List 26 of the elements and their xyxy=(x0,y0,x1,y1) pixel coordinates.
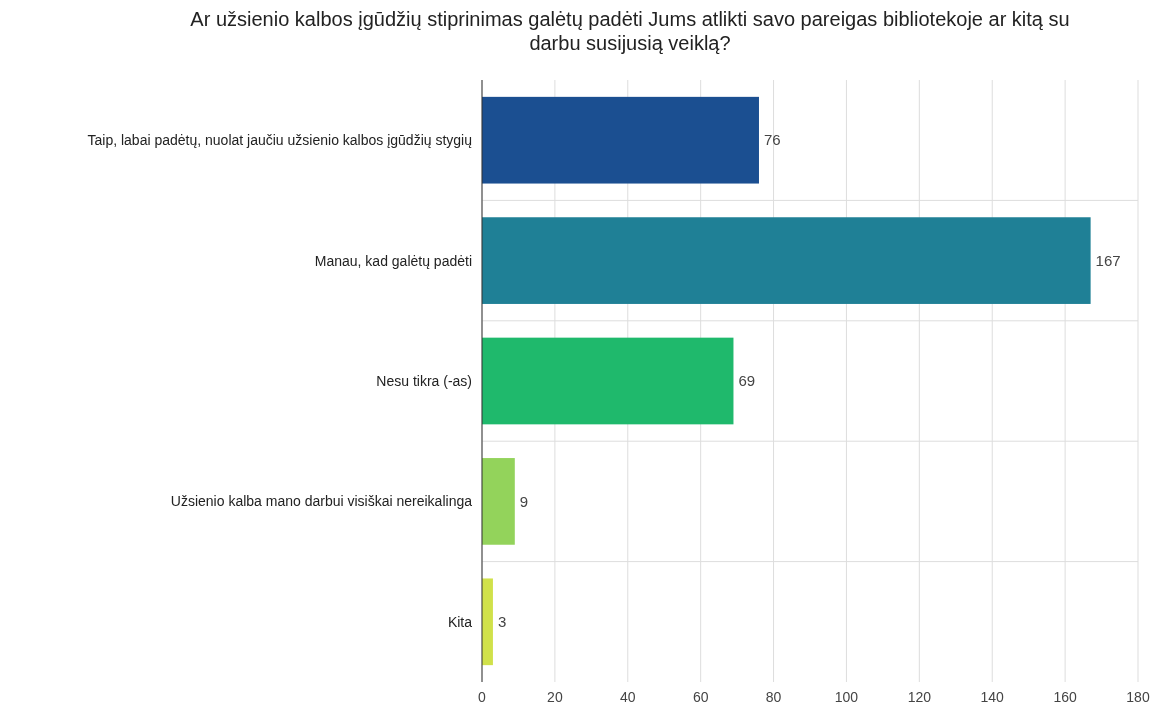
x-tick-label: 0 xyxy=(478,689,487,705)
bar xyxy=(482,96,759,184)
y-tick-label: Manau, kad galėtų padėti xyxy=(314,252,472,269)
x-tick-label: 80 xyxy=(765,689,782,705)
y-tick-label: Užsienio kalba mano darbui visiškai nereikalinga xyxy=(170,493,473,510)
chart-title: Ar užsienio kalbos įgūdžių stiprinimas galėtų padėti Jums atlikti savo pareigas bibliotekoje ar kitą su darbu susijusią veiklą? xyxy=(190,8,1070,54)
x-tick-label: 60 xyxy=(692,689,709,705)
y-tick-label: Taip, labai padėtų, nuolat jaučiu užsienio kalbos įgūdžių stygių xyxy=(87,132,473,149)
bar xyxy=(482,217,1091,304)
data-label: 69 xyxy=(738,372,756,390)
data-label: 76 xyxy=(763,131,781,149)
data-label: 167 xyxy=(1095,251,1121,269)
bar xyxy=(482,337,734,425)
x-tick-label: 160 xyxy=(1053,689,1077,705)
data-label: 9 xyxy=(519,492,529,510)
x-tick-label: 120 xyxy=(907,689,932,705)
x-tick-label: 180 xyxy=(1126,689,1150,705)
x-tick-label: 20 xyxy=(547,689,563,705)
y-tick-label: Nesu tikra (-as) xyxy=(376,372,472,389)
bar xyxy=(482,578,493,666)
x-tick-label: 40 xyxy=(619,689,636,705)
y-tick-label: Kita xyxy=(447,613,473,630)
bar xyxy=(482,458,515,545)
x-tick-label: 140 xyxy=(980,689,1005,705)
data-label: 3 xyxy=(497,613,507,631)
x-tick-label: 100 xyxy=(834,689,859,705)
